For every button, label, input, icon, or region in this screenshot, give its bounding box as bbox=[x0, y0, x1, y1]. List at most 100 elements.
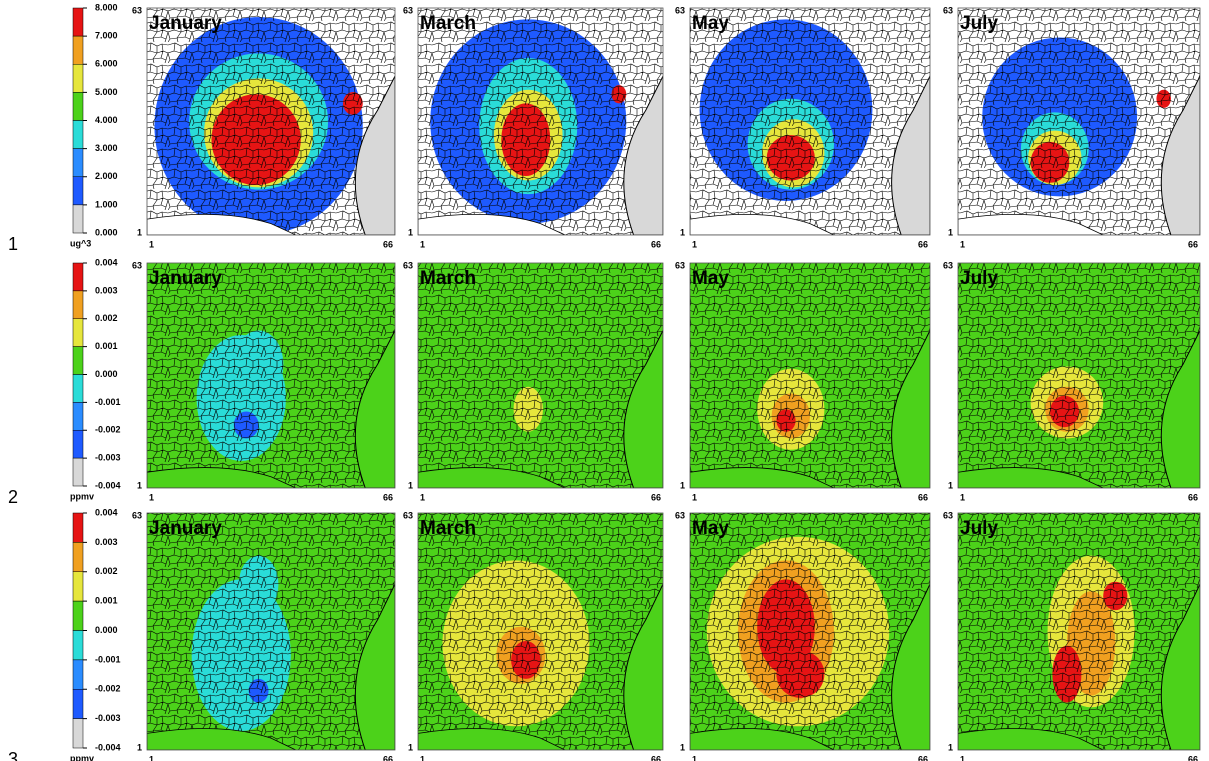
x-axis-right: 66 bbox=[1188, 492, 1198, 502]
ocean bbox=[623, 583, 663, 750]
colorbar-segment bbox=[72, 659, 84, 690]
county-lines bbox=[690, 513, 930, 750]
y-axis-top: 63 bbox=[132, 5, 142, 15]
colorbar-segment bbox=[72, 35, 84, 65]
x-axis-right: 66 bbox=[918, 239, 928, 249]
panel-title: March bbox=[420, 268, 476, 289]
gulf bbox=[147, 467, 296, 488]
colorbar-segment bbox=[72, 630, 84, 661]
panel-title: May bbox=[692, 13, 729, 34]
y-axis-top: 63 bbox=[403, 260, 413, 270]
colorbar-tick-label: 0.002 bbox=[95, 566, 118, 576]
y-axis-bottom: 1 bbox=[408, 742, 413, 752]
gulf bbox=[418, 213, 566, 235]
y-axis-bottom: 1 bbox=[948, 480, 953, 490]
gulf bbox=[958, 728, 1104, 750]
colorbar-tick-label: 6.000 bbox=[95, 59, 118, 69]
panel-title: July bbox=[960, 13, 998, 34]
gulf bbox=[958, 213, 1104, 235]
colorbar-tick-label: -0.003 bbox=[95, 453, 121, 463]
colorbar-segment bbox=[72, 262, 84, 292]
colorbar-segment bbox=[72, 7, 84, 37]
panel-title: January bbox=[149, 518, 222, 539]
colorbar-segment bbox=[72, 92, 84, 121]
panel-title: January bbox=[149, 13, 222, 34]
y-axis-bottom: 1 bbox=[948, 227, 953, 237]
x-axis-left: 1 bbox=[960, 754, 965, 761]
colorbar-segment bbox=[72, 374, 84, 403]
y-axis-bottom: 1 bbox=[137, 480, 142, 490]
panel-frame bbox=[957, 7, 1201, 236]
colorbar-unit: ug^3 bbox=[70, 238, 91, 248]
map-panel bbox=[690, 8, 930, 235]
colorbar-tick-label: -0.003 bbox=[95, 713, 121, 723]
x-axis-right: 66 bbox=[383, 492, 393, 502]
map-panel bbox=[147, 263, 395, 488]
y-axis-top: 63 bbox=[943, 5, 953, 15]
row-label: 1 bbox=[8, 234, 18, 254]
colorbar-segment bbox=[72, 204, 84, 234]
county-lines bbox=[147, 263, 395, 488]
ocean bbox=[354, 75, 395, 235]
county-lines bbox=[958, 263, 1200, 488]
ocean bbox=[623, 330, 663, 488]
y-axis-top: 63 bbox=[403, 5, 413, 15]
y-axis-top: 63 bbox=[403, 510, 413, 520]
colorbar-tick-label: 2.000 bbox=[95, 171, 118, 181]
county-lines bbox=[147, 513, 395, 750]
county-lines bbox=[690, 8, 930, 235]
county-lines bbox=[958, 513, 1200, 750]
colorbar-tick-label: 8.000 bbox=[95, 2, 118, 12]
map-panel bbox=[958, 8, 1200, 235]
colorbar-tick-label: -0.001 bbox=[95, 397, 121, 407]
colorbar-unit: ppmv bbox=[70, 491, 94, 501]
y-axis-top: 63 bbox=[943, 510, 953, 520]
x-axis-right: 66 bbox=[651, 492, 661, 502]
x-axis-right: 66 bbox=[651, 754, 661, 761]
map-panel bbox=[147, 513, 395, 750]
y-axis-bottom: 1 bbox=[680, 480, 685, 490]
colorbar-segment bbox=[72, 512, 84, 543]
colorbar-segment bbox=[72, 176, 84, 206]
county-lines bbox=[147, 8, 395, 235]
x-axis-left: 1 bbox=[149, 492, 154, 502]
gulf bbox=[418, 728, 566, 750]
row-label: 2 bbox=[8, 487, 18, 507]
county-lines bbox=[418, 8, 663, 235]
y-axis-bottom: 1 bbox=[680, 227, 685, 237]
colorbar-tick-label: -0.004 bbox=[95, 742, 121, 752]
x-axis-right: 66 bbox=[918, 754, 928, 761]
colorbar-tick-label: 0.000 bbox=[95, 369, 118, 379]
colorbar-segment bbox=[72, 600, 84, 631]
panel-title: March bbox=[420, 518, 476, 539]
y-axis-bottom: 1 bbox=[137, 742, 142, 752]
colorbar-tick-label: 0.003 bbox=[95, 285, 118, 295]
ocean bbox=[1160, 330, 1200, 488]
ocean bbox=[354, 583, 395, 750]
map-panel bbox=[958, 263, 1200, 488]
panel-title: March bbox=[420, 13, 476, 34]
gulf bbox=[958, 467, 1104, 488]
y-axis-top: 63 bbox=[943, 260, 953, 270]
colorbar-segment bbox=[72, 346, 84, 375]
gulf bbox=[690, 467, 835, 488]
panel-frame bbox=[689, 7, 931, 236]
county-lines bbox=[418, 263, 663, 488]
colorbar-tick-label: -0.001 bbox=[95, 654, 121, 664]
panel-frame bbox=[417, 512, 664, 751]
colorbar-segment bbox=[72, 689, 84, 719]
ocean bbox=[891, 330, 930, 488]
panel-title: July bbox=[960, 518, 998, 539]
colorbar-segment bbox=[72, 148, 84, 177]
colorbar-tick-label: 0.001 bbox=[95, 596, 118, 606]
x-axis-right: 66 bbox=[383, 239, 393, 249]
panel-frame bbox=[957, 512, 1201, 751]
colorbar-tick-label: 0.001 bbox=[95, 341, 118, 351]
x-axis-left: 1 bbox=[692, 754, 697, 761]
colorbar-segment bbox=[72, 318, 84, 347]
colorbar-tick-label: 5.000 bbox=[95, 87, 118, 97]
county-lines bbox=[690, 263, 930, 488]
colorbar-tick-label: -0.004 bbox=[95, 480, 121, 490]
x-axis-right: 66 bbox=[383, 754, 393, 761]
x-axis-right: 66 bbox=[651, 239, 661, 249]
